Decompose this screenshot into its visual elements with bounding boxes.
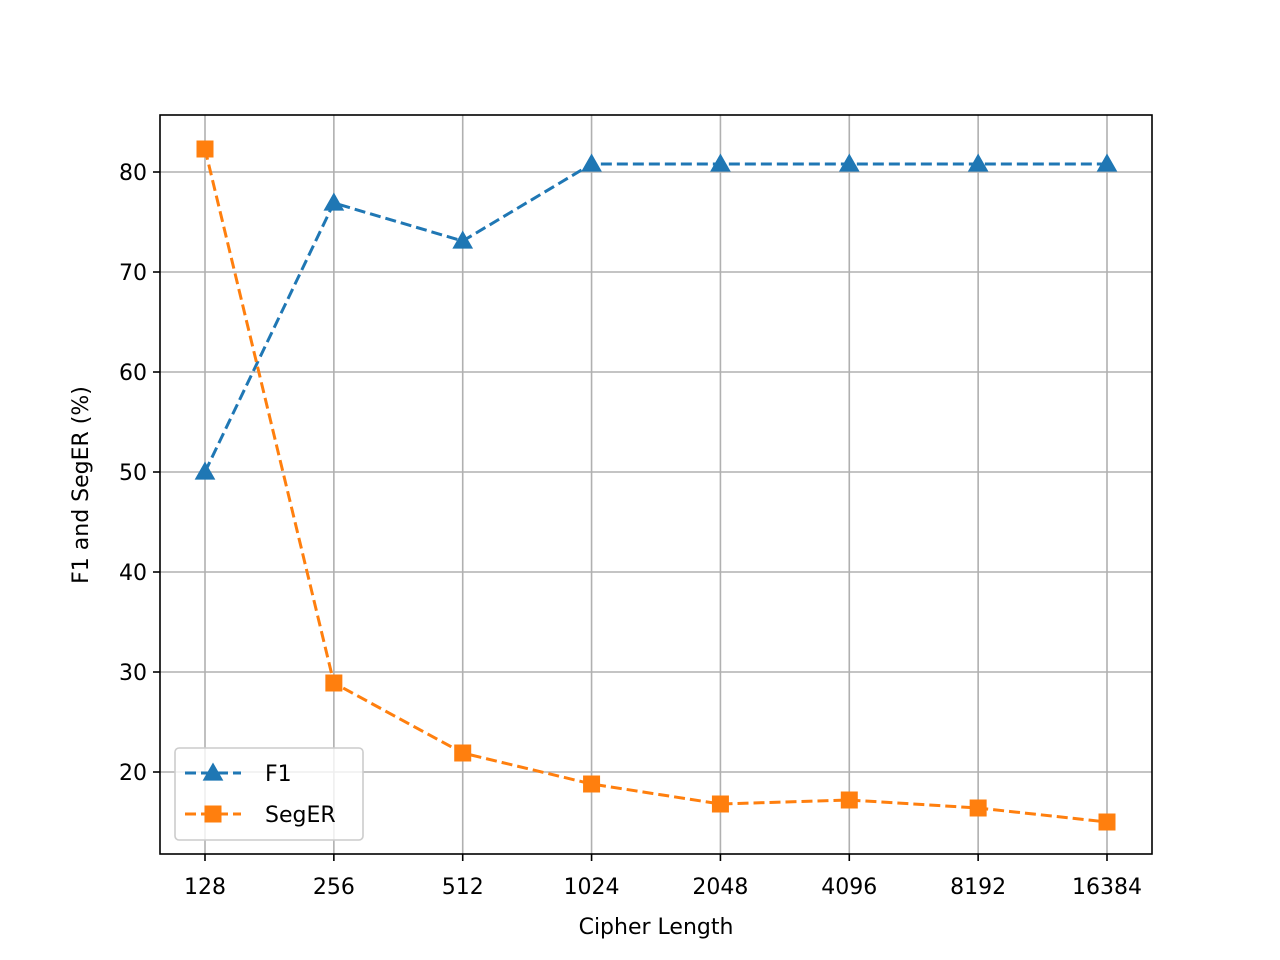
legend-label: F1 (265, 762, 292, 787)
data-point (323, 192, 345, 211)
y-tick-label: 60 (119, 361, 147, 386)
legend-marker (202, 762, 224, 781)
series-f1 (194, 153, 1118, 480)
data-point (454, 744, 472, 762)
data-point (711, 795, 729, 813)
y-tick-label: 30 (119, 661, 147, 686)
x-axis-label: Cipher Length (579, 915, 734, 940)
legend-label: SegER (265, 803, 336, 828)
series-lines (194, 140, 1118, 831)
x-tick-label: 8192 (950, 875, 1006, 900)
data-point (710, 153, 731, 172)
data-point (581, 153, 602, 172)
legend-marker (204, 805, 222, 823)
y-tick-label: 50 (119, 461, 147, 486)
data-point (969, 799, 987, 817)
data-point (196, 140, 214, 158)
x-tick-label: 4096 (821, 875, 877, 900)
legend-item-seger: SegER (185, 803, 336, 828)
x-tick-label: 256 (313, 875, 355, 900)
data-point (1098, 813, 1116, 831)
data-point (840, 791, 858, 809)
series-line (203, 162, 1107, 473)
data-point (194, 461, 216, 480)
plot-area (160, 115, 1152, 854)
legend: F1 SegER (174, 747, 364, 841)
data-point (583, 775, 601, 793)
legend-item-f1: F1 (185, 762, 292, 787)
data-point (838, 153, 860, 172)
y-tick-label: 80 (119, 161, 147, 186)
y-axis-label: F1 and SegER (%) (69, 386, 94, 584)
data-point (452, 230, 474, 249)
data-point (967, 153, 989, 172)
data-point (1096, 153, 1118, 172)
x-tick-label: 128 (184, 875, 226, 900)
y-tick-label: 70 (119, 261, 147, 286)
x-tick-label: 512 (442, 875, 484, 900)
y-tick-label: 20 (119, 761, 147, 786)
plot-frame (159, 114, 1153, 855)
x-tick-label: 1024 (564, 875, 620, 900)
y-tick-label: 40 (119, 561, 147, 586)
x-tick-label: 2048 (692, 875, 748, 900)
axis-ticks: 128 256 512 1024 2048 4096 8192 16384 20 30 40 50 60… (119, 161, 1142, 900)
legend-box (174, 747, 364, 841)
series-seger (196, 140, 1116, 831)
x-tick-label: 16384 (1072, 875, 1142, 900)
data-point (325, 674, 343, 692)
